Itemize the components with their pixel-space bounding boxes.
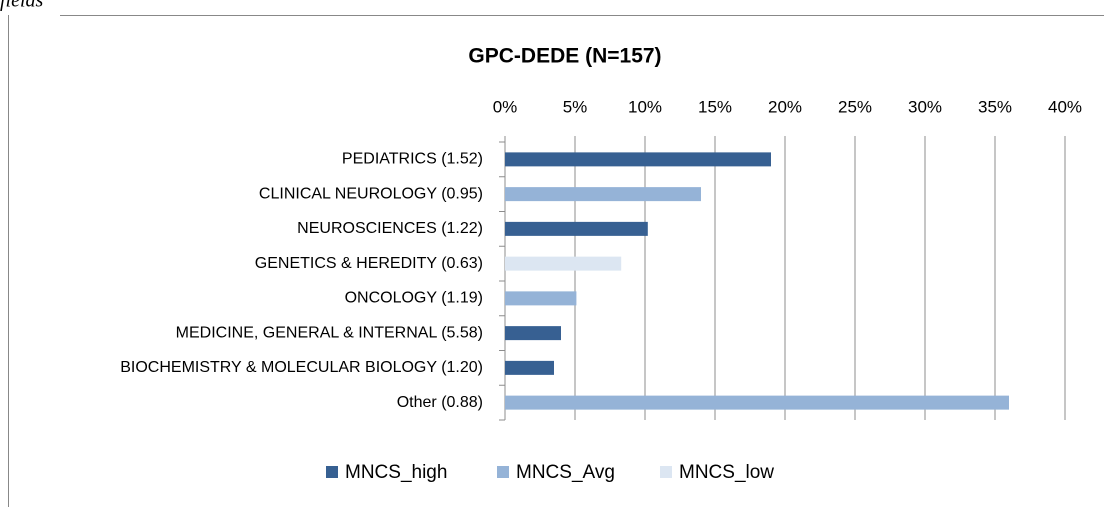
bar [505, 395, 1009, 410]
caption: fields [0, 0, 44, 12]
x-tick-label: 40% [1048, 97, 1082, 116]
y-tick-label: GENETICS & HEREDITY (0.63) [255, 255, 483, 272]
bar [505, 187, 701, 202]
chart-title: GPC-DEDE (N=157) [468, 45, 661, 68]
y-tick-label: CLINICAL NEUROLOGY (0.95) [259, 185, 483, 202]
bar [505, 360, 554, 375]
x-tick-label: 10% [628, 97, 662, 116]
y-tick-label: Other (0.88) [397, 394, 483, 411]
x-tick-label: 30% [908, 97, 942, 116]
x-tick-label: 15% [698, 97, 732, 116]
bar [505, 152, 771, 167]
y-tick-label: NEUROSCIENCES (1.22) [297, 220, 483, 237]
x-tick-label: 20% [768, 97, 802, 116]
y-tick-label: BIOCHEMISTRY & MOLECULAR BIOLOGY (1.20) [120, 359, 483, 376]
legend-label: MNCS_Avg [516, 462, 615, 483]
legend-swatch [497, 466, 509, 478]
bar [505, 256, 622, 271]
x-tick-label: 25% [838, 97, 872, 116]
x-tick-label: 0% [493, 97, 518, 116]
x-tick-label: 35% [978, 97, 1012, 116]
legend-label: MNCS_low [679, 462, 774, 483]
legend-label: MNCS_high [345, 462, 447, 483]
bar [505, 326, 561, 341]
legend-swatch [660, 466, 672, 478]
y-tick-label: MEDICINE, GENERAL & INTERNAL (5.58) [176, 324, 483, 341]
x-tick-label: 5% [563, 97, 588, 116]
legend-swatch [326, 466, 338, 478]
y-tick-label: PEDIATRICS (1.52) [342, 151, 483, 168]
y-tick-label: ONCOLOGY (1.19) [345, 290, 483, 307]
bar [505, 291, 577, 306]
bar [505, 221, 648, 236]
